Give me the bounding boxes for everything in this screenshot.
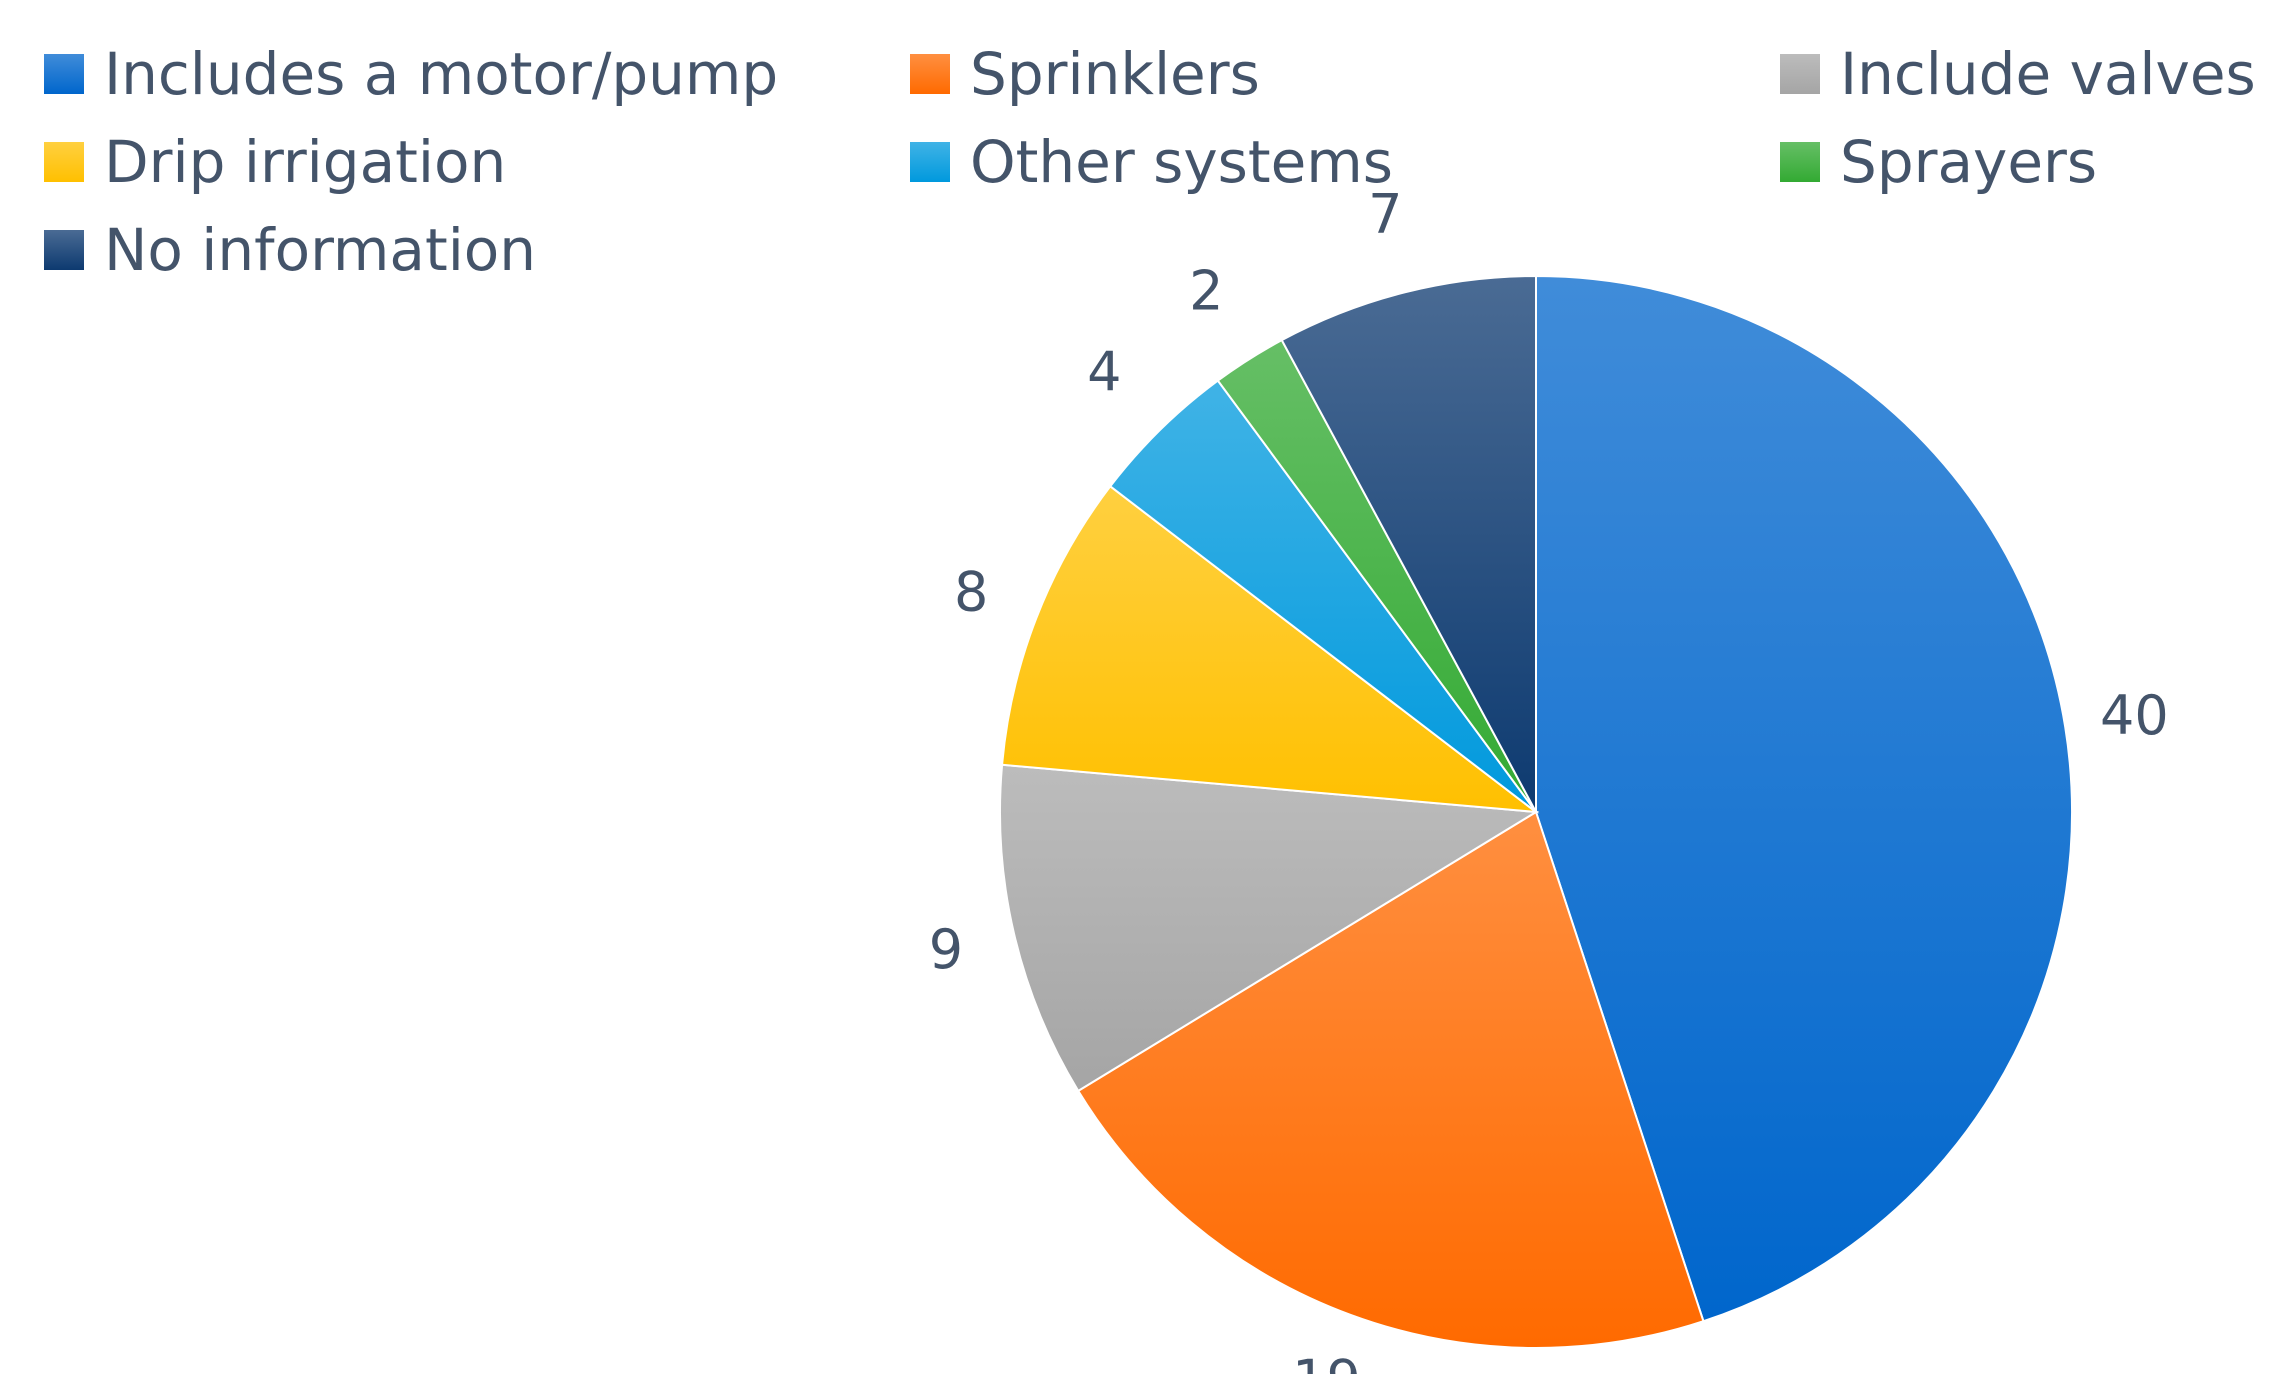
pie-slices [999, 274, 2074, 1350]
slice-no-information [1280, 274, 1537, 813]
legend-label: Other systems [970, 128, 1393, 196]
legend-swatch [44, 230, 84, 270]
legend-swatch [1780, 54, 1820, 94]
legend-item-sprayers: Sprayers [1780, 128, 2097, 196]
legend-label: Sprinklers [970, 40, 1260, 108]
legend-swatch [910, 54, 950, 94]
legend-swatch [910, 142, 950, 182]
legend-label: Include valves [1840, 40, 2256, 108]
slice-includes-a-motor-pump [1535, 274, 2074, 1323]
legend-item-includes-a-motor-pump: Includes a motor/pump [44, 40, 778, 108]
legend-label: Sprayers [1840, 128, 2097, 196]
legend-label: Includes a motor/pump [104, 40, 778, 108]
slice-sprinklers [1076, 810, 1705, 1350]
legend-swatch [1780, 142, 1820, 182]
data-label-sprayers: 2 [1189, 260, 1223, 323]
data-label-include-valves: 9 [929, 918, 963, 981]
legend-swatch [44, 54, 84, 94]
slice-include-valves [999, 763, 1540, 1093]
legend-item-include-valves: Include valves [1780, 40, 2256, 108]
data-label-no-information: 7 [1368, 183, 1402, 246]
data-label-drip-irrigation: 8 [954, 561, 988, 624]
data-label-includes-a-motor-pump: 40 [2100, 684, 2169, 747]
legend-item-drip-irrigation: Drip irrigation [44, 128, 506, 196]
slice-drip-irrigation [1001, 484, 1540, 814]
legend-label: No information [104, 216, 536, 284]
legend-swatch [44, 142, 84, 182]
legend-item-no-information: No information [44, 216, 536, 284]
legend-item-sprinklers: Sprinklers [910, 40, 1260, 108]
data-labels: 40 19 9 8 4 2 7 [929, 183, 2169, 1374]
legend-label: Drip irrigation [104, 128, 506, 196]
legend-item-other-systems: Other systems [910, 128, 1393, 196]
legend: Includes a motor/pump Sprinklers Include v… [44, 40, 2256, 284]
data-label-sprinklers: 19 [1292, 1349, 1361, 1374]
data-label-other-systems: 4 [1087, 341, 1121, 404]
